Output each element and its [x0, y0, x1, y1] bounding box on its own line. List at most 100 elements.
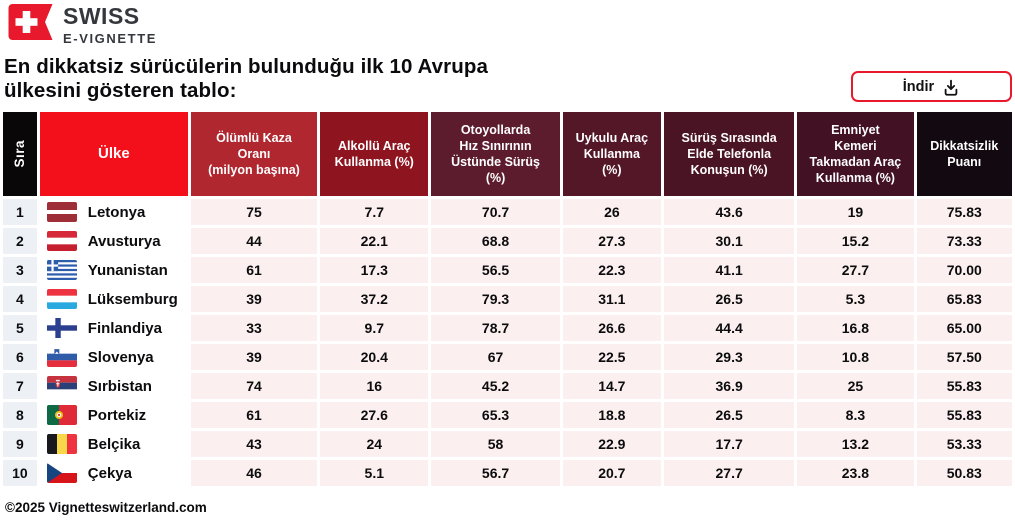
- table-row: 2 Avusturya 44 22.1 68.8 27.3 30.1 15.2 73.33: [3, 228, 1012, 254]
- column-header-ulke: Ülke: [39, 112, 188, 196]
- value-cell: 22.5: [562, 344, 662, 370]
- column-header-telefon: Sürüş Sırasında Elde Telefonla Konuşun (…: [664, 112, 795, 196]
- value-cell: 25: [797, 373, 914, 399]
- logo-brand-top: SWISS: [63, 3, 140, 29]
- value-cell: 57.50: [916, 344, 1012, 370]
- table-row: 9 Belçika 43 24 58 22.9 17.7 13.2 53.33: [3, 431, 1012, 457]
- column-header-uykulu: Uykulu Araç Kullanma (%): [562, 112, 662, 196]
- country-name: Letonya: [87, 203, 146, 221]
- value-cell: 65.83: [916, 286, 1012, 312]
- value-cell: 10.8: [797, 344, 914, 370]
- download-button-label: İndir: [902, 78, 935, 95]
- value-cell: 27.6: [320, 402, 429, 428]
- flag-luxembourg-icon: [46, 289, 77, 309]
- value-cell: 23.8: [797, 460, 914, 486]
- value-cell: 33: [190, 315, 318, 341]
- value-cell: 7.7: [320, 199, 429, 225]
- value-cell: 22.9: [562, 431, 662, 457]
- value-cell: 20.4: [320, 344, 429, 370]
- value-cell: 45.2: [431, 373, 560, 399]
- flag-greece-icon: [46, 260, 77, 280]
- value-cell: 29.3: [664, 344, 795, 370]
- value-cell: 27.7: [664, 460, 795, 486]
- flag-belgium-icon: [46, 434, 77, 454]
- column-header-dikkatsizlik: Dikkatsizlik Puanı: [916, 112, 1012, 196]
- flag-portugal-icon: [46, 405, 77, 425]
- country-name: Slovenya: [87, 348, 154, 366]
- column-header-olumlu-kaza: Ölümlü Kaza Oranı (milyon başına): [190, 112, 318, 196]
- country-name: Avusturya: [87, 232, 161, 250]
- value-cell: 5.1: [320, 460, 429, 486]
- value-cell: 39: [190, 286, 318, 312]
- flag-latvia-icon: [46, 202, 77, 222]
- value-cell: 75: [190, 199, 318, 225]
- logo-wordmark: SWISS E-VIGNETTE: [63, 3, 158, 46]
- value-cell: 22.3: [562, 257, 662, 283]
- flag-slovenia-icon: [46, 347, 77, 367]
- swiss-flag-ribbon-icon: [8, 4, 53, 40]
- value-cell: 36.9: [664, 373, 795, 399]
- value-cell: 22.1: [320, 228, 429, 254]
- flag-czechia-icon: [46, 463, 77, 483]
- country-name: Lüksemburg: [87, 290, 178, 308]
- value-cell: 5.3: [797, 286, 914, 312]
- column-header-otoyol-hiz: Otoyollarda Hız Sınırının Üstünde Sürüş …: [431, 112, 560, 196]
- country-cell: Çekya: [39, 460, 188, 486]
- page-title: En dikkatsiz sürücülerin bulunduğu ilk 1…: [4, 55, 488, 102]
- value-cell: 50.83: [916, 460, 1012, 486]
- country-cell: Belçika: [39, 431, 188, 457]
- value-cell: 56.5: [431, 257, 560, 283]
- value-cell: 73.33: [916, 228, 1012, 254]
- value-cell: 75.83: [916, 199, 1012, 225]
- value-cell: 74: [190, 373, 318, 399]
- value-cell: 44.4: [664, 315, 795, 341]
- value-cell: 41.1: [664, 257, 795, 283]
- value-cell: 37.2: [320, 286, 429, 312]
- table-header-row: Sıra Ülke Ölümlü Kaza Oranı (milyon başına…: [3, 112, 1012, 196]
- rank-cell: 8: [3, 402, 37, 428]
- flag-finland-icon: [46, 318, 77, 338]
- rank-cell: 4: [3, 286, 37, 312]
- value-cell: 70.00: [916, 257, 1012, 283]
- table-row: 6 Slovenya 39 20.4 67 22.5 29.3 10.8 57.50: [3, 344, 1012, 370]
- value-cell: 61: [190, 402, 318, 428]
- logo-brand-bottom: E-VIGNETTE: [63, 31, 158, 46]
- rank-cell: 1: [3, 199, 37, 225]
- swiss-evignette-logo[interactable]: SWISS E-VIGNETTE: [8, 4, 157, 45]
- value-cell: 67: [431, 344, 560, 370]
- download-icon: [944, 79, 958, 96]
- value-cell: 15.2: [797, 228, 914, 254]
- rank-cell: 5: [3, 315, 37, 341]
- rank-cell: 7: [3, 373, 37, 399]
- value-cell: 17.7: [664, 431, 795, 457]
- country-name: Sırbistan: [87, 377, 152, 395]
- value-cell: 16: [320, 373, 429, 399]
- table-row: 1 Letonya 75 7.7 70.7 26 43.6 19 75.83: [3, 199, 1012, 225]
- country-name: Finlandiya: [87, 319, 162, 337]
- country-cell: Yunanistan: [39, 257, 188, 283]
- value-cell: 43.6: [664, 199, 795, 225]
- value-cell: 44: [190, 228, 318, 254]
- download-button[interactable]: İndir: [851, 71, 1012, 102]
- value-cell: 39: [190, 344, 318, 370]
- countries-table: Sıra Ülke Ölümlü Kaza Oranı (milyon başına…: [0, 109, 1015, 489]
- rank-cell: 9: [3, 431, 37, 457]
- flag-serbia-icon: [46, 376, 77, 396]
- value-cell: 31.1: [562, 286, 662, 312]
- value-cell: 65.3: [431, 402, 560, 428]
- value-cell: 16.8: [797, 315, 914, 341]
- value-cell: 46: [190, 460, 318, 486]
- table-row: 10 Çekya 46 5.1 56.7 20.7 27.7 23.8 50.83: [3, 460, 1012, 486]
- country-cell: Sırbistan: [39, 373, 188, 399]
- value-cell: 79.3: [431, 286, 560, 312]
- column-header-sira: Sıra: [3, 112, 37, 196]
- rank-cell: 2: [3, 228, 37, 254]
- rank-cell: 3: [3, 257, 37, 283]
- value-cell: 70.7: [431, 199, 560, 225]
- country-name: Çekya: [87, 464, 132, 482]
- table-row: 8 Portekiz 61 27.6 65.3 18.8 26.5 8.3 55.83: [3, 402, 1012, 428]
- column-header-emniyet-kemeri: Emniyet Kemeri Takmadan Araç Kullanma (%…: [797, 112, 914, 196]
- country-name: Portekiz: [87, 406, 147, 424]
- country-name: Yunanistan: [87, 261, 168, 279]
